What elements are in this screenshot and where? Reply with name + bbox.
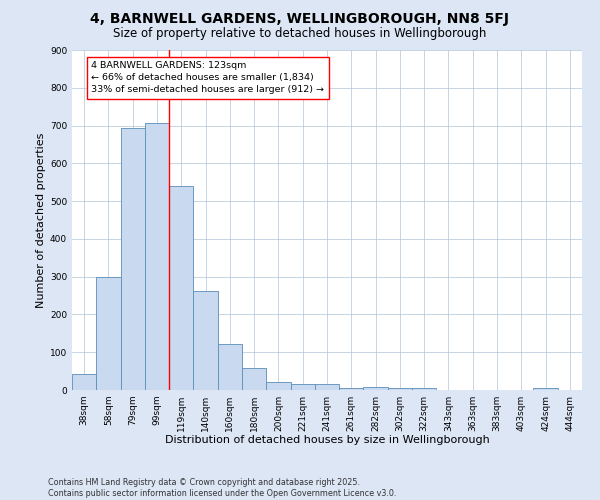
Text: Contains HM Land Registry data © Crown copyright and database right 2025.
Contai: Contains HM Land Registry data © Crown c… (48, 478, 397, 498)
Bar (388, 388, 412, 390)
Bar (339, 388, 364, 390)
Text: Size of property relative to detached houses in Wellingborough: Size of property relative to detached ho… (113, 28, 487, 40)
Bar (533, 388, 558, 390)
Bar (266, 382, 290, 390)
Bar (193, 291, 218, 390)
Bar (315, 384, 339, 390)
Bar (412, 388, 436, 390)
Y-axis label: Number of detached properties: Number of detached properties (36, 132, 46, 308)
Bar (72, 374, 96, 390)
Bar (364, 387, 388, 390)
Bar (290, 384, 315, 390)
Text: 4 BARNWELL GARDENS: 123sqm
← 66% of detached houses are smaller (1,834)
33% of s: 4 BARNWELL GARDENS: 123sqm ← 66% of deta… (91, 62, 325, 94)
Text: 4, BARNWELL GARDENS, WELLINGBOROUGH, NN8 5FJ: 4, BARNWELL GARDENS, WELLINGBOROUGH, NN8… (91, 12, 509, 26)
X-axis label: Distribution of detached houses by size in Wellingborough: Distribution of detached houses by size … (164, 436, 490, 446)
Bar (242, 368, 266, 390)
Bar (169, 186, 193, 390)
Bar (145, 124, 169, 390)
Bar (121, 128, 145, 390)
Bar (218, 344, 242, 390)
Bar (96, 276, 121, 390)
